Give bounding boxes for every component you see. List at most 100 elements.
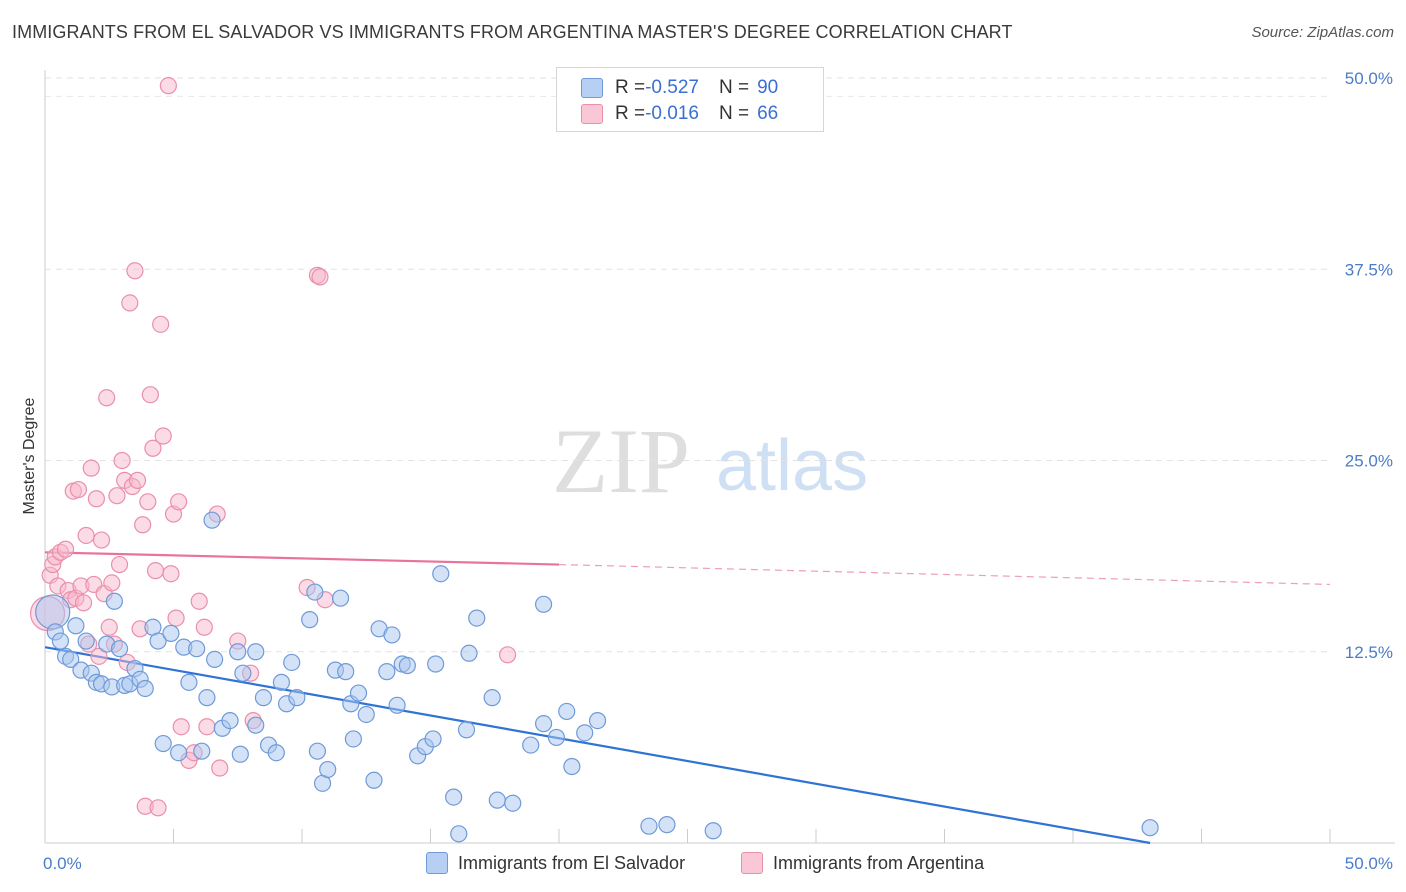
point-el-salvador (193, 742, 211, 760)
data-points (29, 77, 1159, 843)
point-argentina (139, 493, 157, 511)
point-el-salvador (534, 715, 553, 733)
point-argentina (144, 439, 162, 457)
legend-r-value: -0.527 (645, 77, 699, 98)
point-el-salvador (62, 650, 80, 669)
point-argentina (146, 562, 165, 580)
point-el-salvador (231, 745, 249, 763)
point-el-salvador (558, 702, 576, 721)
legend-n-label: N = (718, 77, 750, 98)
point-el-salvador (331, 589, 350, 607)
point-el-salvador (149, 632, 167, 650)
y-tick-label: 50.0% (1345, 69, 1393, 88)
point-el-salvador (378, 663, 396, 681)
gridlines (45, 77, 1330, 653)
point-argentina (77, 526, 95, 545)
watermark-atlas: atlas (716, 426, 868, 506)
point-el-salvador (357, 705, 375, 724)
point-el-salvador (457, 721, 476, 739)
point-el-salvador (460, 644, 478, 662)
point-argentina (170, 493, 188, 511)
point-argentina (134, 516, 152, 534)
point-argentina (108, 487, 126, 505)
point-el-salvador (229, 643, 247, 661)
point-el-salvador (1141, 819, 1159, 837)
point-el-salvador (221, 711, 239, 730)
point-argentina (110, 555, 129, 574)
point-el-salvador (110, 640, 129, 658)
point-argentina (98, 389, 116, 407)
point-el-salvador (272, 673, 291, 691)
point-el-salvador (658, 816, 676, 834)
series-swatch-blue (426, 852, 448, 874)
point-el-salvador (51, 632, 70, 650)
point-el-salvador (288, 689, 306, 707)
point-argentina (167, 609, 185, 627)
series-legend: Immigrants from El Salvador Immigrants f… (0, 852, 1406, 878)
point-el-salvador (154, 734, 172, 753)
y-axis-title: Master's Degree (21, 397, 38, 514)
point-el-salvador (450, 825, 468, 843)
trend-lines (44, 551, 1331, 845)
point-argentina (159, 77, 177, 95)
legend-r-label: R = (615, 103, 646, 124)
point-el-salvador (534, 595, 553, 613)
point-el-salvador (319, 760, 337, 779)
point-el-salvador (67, 617, 85, 635)
legend-row-argentina: R = -0.016 N = 66 (581, 102, 778, 126)
chart-title: IMMIGRANTS FROM EL SALVADOR VS IMMIGRANT… (12, 22, 1013, 42)
point-argentina (103, 574, 121, 592)
trend-line-argentina (44, 551, 560, 566)
point-el-salvador (301, 611, 319, 629)
point-el-salvador (206, 650, 224, 669)
point-argentina (87, 490, 106, 508)
point-el-salvador (203, 511, 221, 529)
point-el-salvador (427, 655, 445, 673)
point-el-salvador (388, 696, 406, 714)
point-argentina (190, 592, 208, 610)
series-label-el-salvador: Immigrants from El Salvador (458, 852, 686, 873)
point-argentina (141, 386, 159, 404)
point-el-salvador (588, 711, 607, 730)
point-el-salvador (170, 744, 188, 762)
point-el-salvador (547, 728, 566, 747)
point-el-salvador (704, 822, 722, 840)
point-el-salvador (136, 679, 154, 698)
point-el-salvador (432, 565, 450, 583)
point-el-salvador (308, 742, 327, 760)
point-argentina (56, 540, 75, 558)
series-label-argentina: Immigrants from Argentina (773, 852, 985, 873)
legend-r-value: -0.016 (645, 103, 699, 124)
point-el-salvador (576, 724, 594, 742)
legend-row-el-salvador: R = -0.527 N = 90 (581, 76, 778, 100)
point-el-salvador (77, 632, 95, 650)
point-el-salvador (365, 771, 383, 789)
point-argentina (128, 471, 147, 489)
point-el-salvador (468, 609, 486, 627)
y-tick-label: 37.5% (1345, 260, 1393, 279)
point-el-salvador (198, 689, 216, 707)
point-argentina (90, 647, 108, 665)
x-tick-label: 50.0% (1345, 854, 1393, 873)
series-legend-el-salvador: Immigrants from El Salvador (426, 852, 685, 874)
point-argentina (154, 427, 172, 445)
y-tick-label: 12.5% (1345, 643, 1393, 662)
point-el-salvador (337, 663, 355, 681)
point-argentina (100, 618, 118, 636)
point-el-salvador (105, 592, 123, 610)
axes (44, 70, 1395, 844)
point-el-salvador (247, 716, 265, 734)
point-argentina (311, 268, 329, 286)
y-tick-label: 25.0% (1345, 452, 1393, 471)
point-el-salvador (180, 673, 198, 691)
point-argentina (149, 799, 167, 817)
point-argentina (74, 594, 93, 612)
point-el-salvador (344, 730, 362, 748)
point-argentina (211, 759, 229, 777)
point-el-salvador (398, 656, 416, 675)
point-el-salvador (424, 730, 442, 748)
x-tick-label: 0.0% (43, 854, 82, 873)
legend-n-value: 90 (757, 77, 779, 98)
legend-swatch-pink (581, 104, 603, 124)
